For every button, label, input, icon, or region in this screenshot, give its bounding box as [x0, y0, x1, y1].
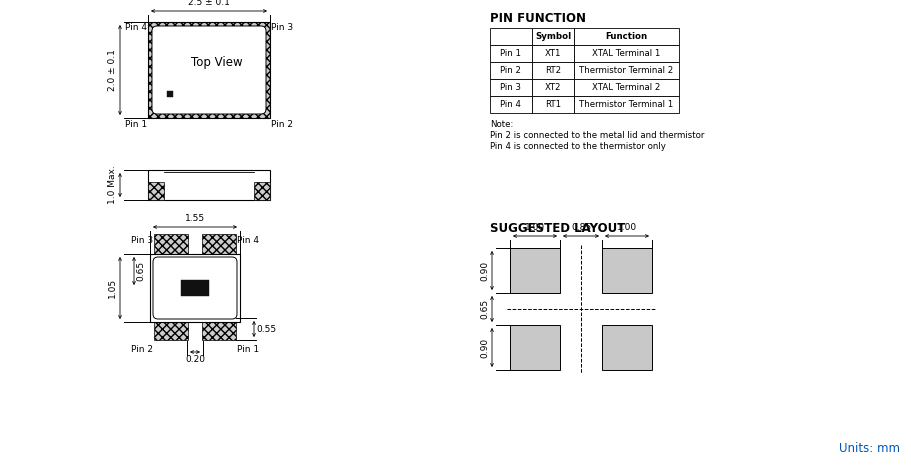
Polygon shape	[532, 62, 574, 79]
Polygon shape	[202, 318, 236, 340]
FancyBboxPatch shape	[153, 257, 237, 319]
Polygon shape	[254, 182, 270, 200]
Polygon shape	[490, 62, 532, 79]
Text: Function: Function	[606, 32, 648, 41]
Polygon shape	[574, 96, 679, 113]
Polygon shape	[532, 79, 574, 96]
Text: 2.0 ± 0.1: 2.0 ± 0.1	[108, 49, 117, 91]
Polygon shape	[574, 79, 679, 96]
Text: 0.20: 0.20	[185, 355, 205, 364]
Text: Note:: Note:	[490, 120, 514, 129]
Text: 0.85: 0.85	[571, 223, 591, 232]
Polygon shape	[154, 318, 188, 340]
Text: Pin 4: Pin 4	[500, 100, 521, 109]
Text: XTAL Terminal 2: XTAL Terminal 2	[592, 83, 660, 92]
Text: 0.55: 0.55	[256, 325, 276, 333]
Text: RT1: RT1	[545, 100, 561, 109]
Polygon shape	[510, 248, 560, 293]
Text: Symbol: Symbol	[535, 32, 571, 41]
Polygon shape	[574, 45, 679, 62]
Polygon shape	[148, 170, 270, 200]
Polygon shape	[532, 45, 574, 62]
Polygon shape	[181, 280, 209, 296]
Polygon shape	[167, 91, 173, 97]
Polygon shape	[574, 62, 679, 79]
Polygon shape	[602, 248, 652, 293]
Text: 0.90: 0.90	[480, 337, 489, 357]
Text: Thermistor Terminal 2: Thermistor Terminal 2	[579, 66, 673, 75]
Text: 1.55: 1.55	[185, 214, 205, 223]
Text: Pin 1: Pin 1	[500, 49, 521, 58]
Polygon shape	[532, 28, 574, 45]
Text: Pin 1: Pin 1	[237, 346, 259, 355]
Text: Units: mm: Units: mm	[839, 442, 900, 455]
Polygon shape	[602, 325, 652, 370]
Polygon shape	[490, 45, 532, 62]
Text: SUGGESTED LAYOUT: SUGGESTED LAYOUT	[490, 222, 625, 235]
Polygon shape	[154, 234, 188, 266]
Polygon shape	[148, 22, 270, 118]
Text: Thermistor Terminal 1: Thermistor Terminal 1	[579, 100, 673, 109]
Polygon shape	[490, 79, 532, 96]
Text: XTAL Terminal 1: XTAL Terminal 1	[592, 49, 660, 58]
Text: 1.0 Max.: 1.0 Max.	[108, 166, 117, 204]
Text: Pin 3: Pin 3	[271, 23, 293, 32]
Polygon shape	[202, 234, 236, 266]
Text: 2.5 ± 0.1: 2.5 ± 0.1	[188, 0, 230, 7]
Text: Pin 4 is connected to the thermistor only: Pin 4 is connected to the thermistor onl…	[490, 142, 666, 151]
Text: Pin 2: Pin 2	[271, 120, 293, 129]
Text: Pin 2: Pin 2	[131, 346, 153, 355]
Text: 0.65: 0.65	[480, 299, 489, 319]
Text: 1.00: 1.00	[617, 223, 637, 232]
Text: XT1: XT1	[545, 49, 561, 58]
Polygon shape	[490, 28, 532, 45]
Text: PIN FUNCTION: PIN FUNCTION	[490, 12, 586, 25]
Text: 1.00: 1.00	[525, 223, 545, 232]
Text: Pin 3: Pin 3	[131, 236, 153, 245]
Polygon shape	[150, 254, 240, 322]
Polygon shape	[510, 325, 560, 370]
Text: Pin 1: Pin 1	[125, 120, 147, 129]
Text: XT2: XT2	[545, 83, 561, 92]
Text: 0.65: 0.65	[136, 261, 145, 281]
Polygon shape	[532, 96, 574, 113]
Text: Pin 4: Pin 4	[237, 236, 259, 245]
Text: 0.90: 0.90	[480, 260, 489, 280]
Text: 1.05: 1.05	[108, 278, 117, 298]
Text: Pin 4: Pin 4	[125, 23, 147, 32]
Text: Pin 2: Pin 2	[500, 66, 521, 75]
Polygon shape	[574, 28, 679, 45]
Polygon shape	[148, 182, 164, 200]
Text: RT2: RT2	[545, 66, 561, 75]
Text: Top View: Top View	[191, 55, 243, 68]
FancyBboxPatch shape	[152, 26, 266, 114]
Text: Pin 3: Pin 3	[500, 83, 521, 92]
Text: Pin 2 is connected to the metal lid and thermistor: Pin 2 is connected to the metal lid and …	[490, 131, 704, 140]
Polygon shape	[490, 96, 532, 113]
